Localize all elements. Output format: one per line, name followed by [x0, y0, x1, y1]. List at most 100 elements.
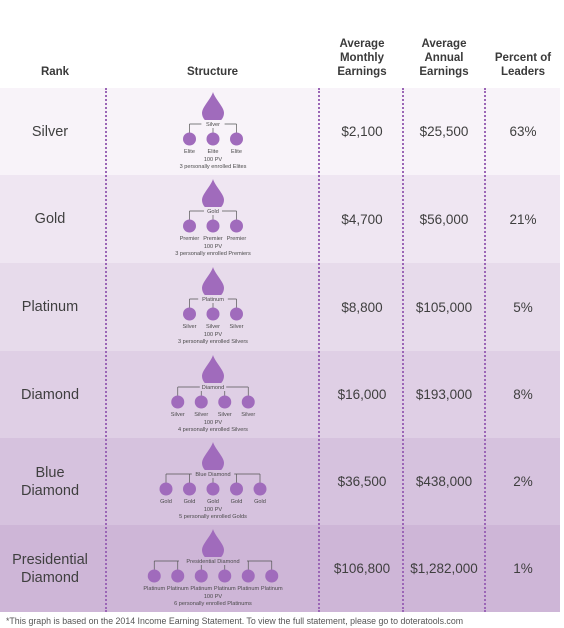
- downline-node: [194, 395, 208, 409]
- downline-node-label: Gold: [207, 499, 219, 505]
- annual-earnings-cell: $1,282,000: [410, 561, 478, 576]
- percent-of-leaders-cell: 8%: [513, 387, 533, 402]
- downline-node-label: Gold: [160, 499, 172, 505]
- downline-node: [183, 219, 196, 233]
- downline-node: [230, 219, 243, 233]
- pv-requirement: 100 PV: [204, 332, 223, 338]
- pv-requirement: 100 PV: [204, 157, 223, 163]
- downline-node: [206, 219, 220, 233]
- enrollment-requirement: 6 personally enrolled Platinums: [174, 601, 252, 607]
- structure-top-label: Blue Diamond: [195, 472, 230, 478]
- annual-earnings-cell: $438,000: [415, 474, 473, 489]
- table-row: Diamond $16,000 $193,000 8% Diamond Silver Sil…: [0, 351, 560, 438]
- drop-icon: [202, 442, 224, 474]
- structure-diagram: Silver Elite Elite Elite 100 PV 3 personally …: [110, 88, 316, 175]
- downline-node-label: Silver: [194, 412, 208, 418]
- downline-node-label: Platinum: [190, 586, 212, 592]
- downline-node: [159, 482, 173, 496]
- table-row: Gold $4,700 $56,000 21% Gold Premier Premier Pr…: [0, 175, 560, 263]
- dotted-divider: [484, 88, 486, 612]
- downline-node: [241, 395, 255, 409]
- structure-top-label: Gold: [207, 209, 219, 215]
- monthly-earnings-cell: $2,100: [341, 124, 383, 139]
- annual-earnings-cell: $56,000: [419, 211, 469, 227]
- drop-icon: [202, 92, 224, 124]
- rank-cell: Presidential Diamond: [12, 551, 88, 586]
- downline-node-label: Platinum: [237, 586, 259, 592]
- downline-node: [241, 569, 255, 583]
- structure-diagram: Blue Diamond Gold Gold Gold Gold Gold 100 PV 5 …: [110, 438, 316, 525]
- downline-node-label: Silver: [218, 412, 232, 418]
- downline-node: [218, 569, 232, 583]
- downline-node: [218, 395, 232, 409]
- annual-earnings-cell: $193,000: [415, 387, 473, 402]
- header-rank: Rank: [40, 66, 70, 78]
- dotted-divider: [105, 88, 107, 612]
- monthly-earnings-cell: $8,800: [341, 299, 383, 315]
- footnote: *This graph is based on the 2014 Income …: [6, 616, 464, 626]
- downline-node-label: Gold: [231, 499, 243, 505]
- structure-diagram: Platinum Silver Silver Silver 100 PV 3 person…: [110, 263, 316, 351]
- annual-earnings-cell: $25,500: [419, 124, 469, 139]
- downline-node: [183, 307, 196, 321]
- downline-node-label: Silver: [206, 324, 220, 330]
- drop-icon: [202, 355, 224, 387]
- downline-node-label: Silver: [171, 412, 185, 418]
- header-structure: Structure: [186, 66, 239, 78]
- header-monthly-earnings: Average Monthly Earnings: [337, 38, 387, 78]
- downline-node: [206, 132, 220, 146]
- table-row: Silver $2,100 $25,500 63% Silver Elite Elite El…: [0, 88, 560, 175]
- downline-node: [265, 569, 279, 583]
- pv-requirement: 100 PV: [204, 507, 223, 513]
- downline-node: [183, 482, 196, 496]
- rank-cell: Gold: [34, 211, 66, 227]
- downline-node-label: Platinum: [143, 586, 165, 592]
- monthly-earnings-cell: $4,700: [341, 211, 383, 227]
- monthly-earnings-cell: $36,500: [337, 474, 387, 489]
- structure-diagram: Presidential Diamond Platinum Platinum Plat…: [110, 525, 316, 612]
- structure-top-label: Silver: [206, 122, 220, 128]
- downline-node-label: Gold: [184, 499, 196, 505]
- drop-icon: [202, 267, 224, 299]
- monthly-earnings-cell: $106,800: [333, 561, 391, 576]
- percent-of-leaders-cell: 21%: [509, 211, 537, 227]
- rank-cell: Diamond: [20, 386, 80, 403]
- pv-requirement: 100 PV: [204, 420, 223, 426]
- enrollment-requirement: 3 personally enrolled Silvers: [178, 339, 248, 345]
- downline-node-label: Platinum: [214, 586, 236, 592]
- rank-cell: Silver: [31, 123, 69, 140]
- table-row: Blue Diamond $36,500 $438,000 2% Blue Diamon…: [0, 438, 560, 525]
- downline-node-label: Silver: [241, 412, 255, 418]
- header-percent-of-leaders: Percent of Leaders: [494, 52, 552, 78]
- downline-node: [253, 482, 267, 496]
- downline-node: [147, 569, 161, 583]
- downline-node: [171, 569, 185, 583]
- downline-node-label: Gold: [254, 499, 266, 505]
- table-row: Presidential Diamond $106,800 $1,282,000 1%…: [0, 525, 560, 612]
- downline-node-label: Platinum: [261, 586, 283, 592]
- downline-node: [206, 482, 220, 496]
- downline-node-label: Silver: [230, 324, 244, 330]
- drop-icon: [202, 529, 224, 561]
- downline-node: [230, 307, 243, 321]
- rank-cell: Platinum: [21, 299, 79, 315]
- enrollment-requirement: 5 personally enrolled Golds: [179, 514, 247, 520]
- structure-top-label: Presidential Diamond: [186, 559, 239, 565]
- percent-of-leaders-cell: 2%: [513, 474, 533, 489]
- enrollment-requirement: 3 personally enrolled Elites: [180, 164, 247, 170]
- downline-node-label: Premier: [180, 236, 200, 242]
- downline-node-label: Premier: [227, 236, 247, 242]
- downline-node-label: Silver: [183, 324, 197, 330]
- dotted-divider: [318, 88, 320, 612]
- downline-node: [171, 395, 185, 409]
- enrollment-requirement: 4 personally enrolled Silvers: [178, 427, 248, 433]
- downline-node: [230, 482, 243, 496]
- structure-diagram: Gold Premier Premier Premier 100 PV 3 persona…: [110, 175, 316, 263]
- annual-earnings-cell: $105,000: [415, 299, 473, 315]
- header-annual-earnings: Average Annual Earnings: [419, 38, 469, 78]
- structure-top-label: Diamond: [202, 385, 224, 391]
- percent-of-leaders-cell: 63%: [509, 124, 537, 139]
- structure-diagram: Diamond Silver Silver Silver Silver 100 PV 4 p…: [110, 351, 316, 438]
- downline-node-label: Elite: [208, 149, 219, 155]
- table-row: Platinum $8,800 $105,000 5% Platinum Silver Si…: [0, 263, 560, 351]
